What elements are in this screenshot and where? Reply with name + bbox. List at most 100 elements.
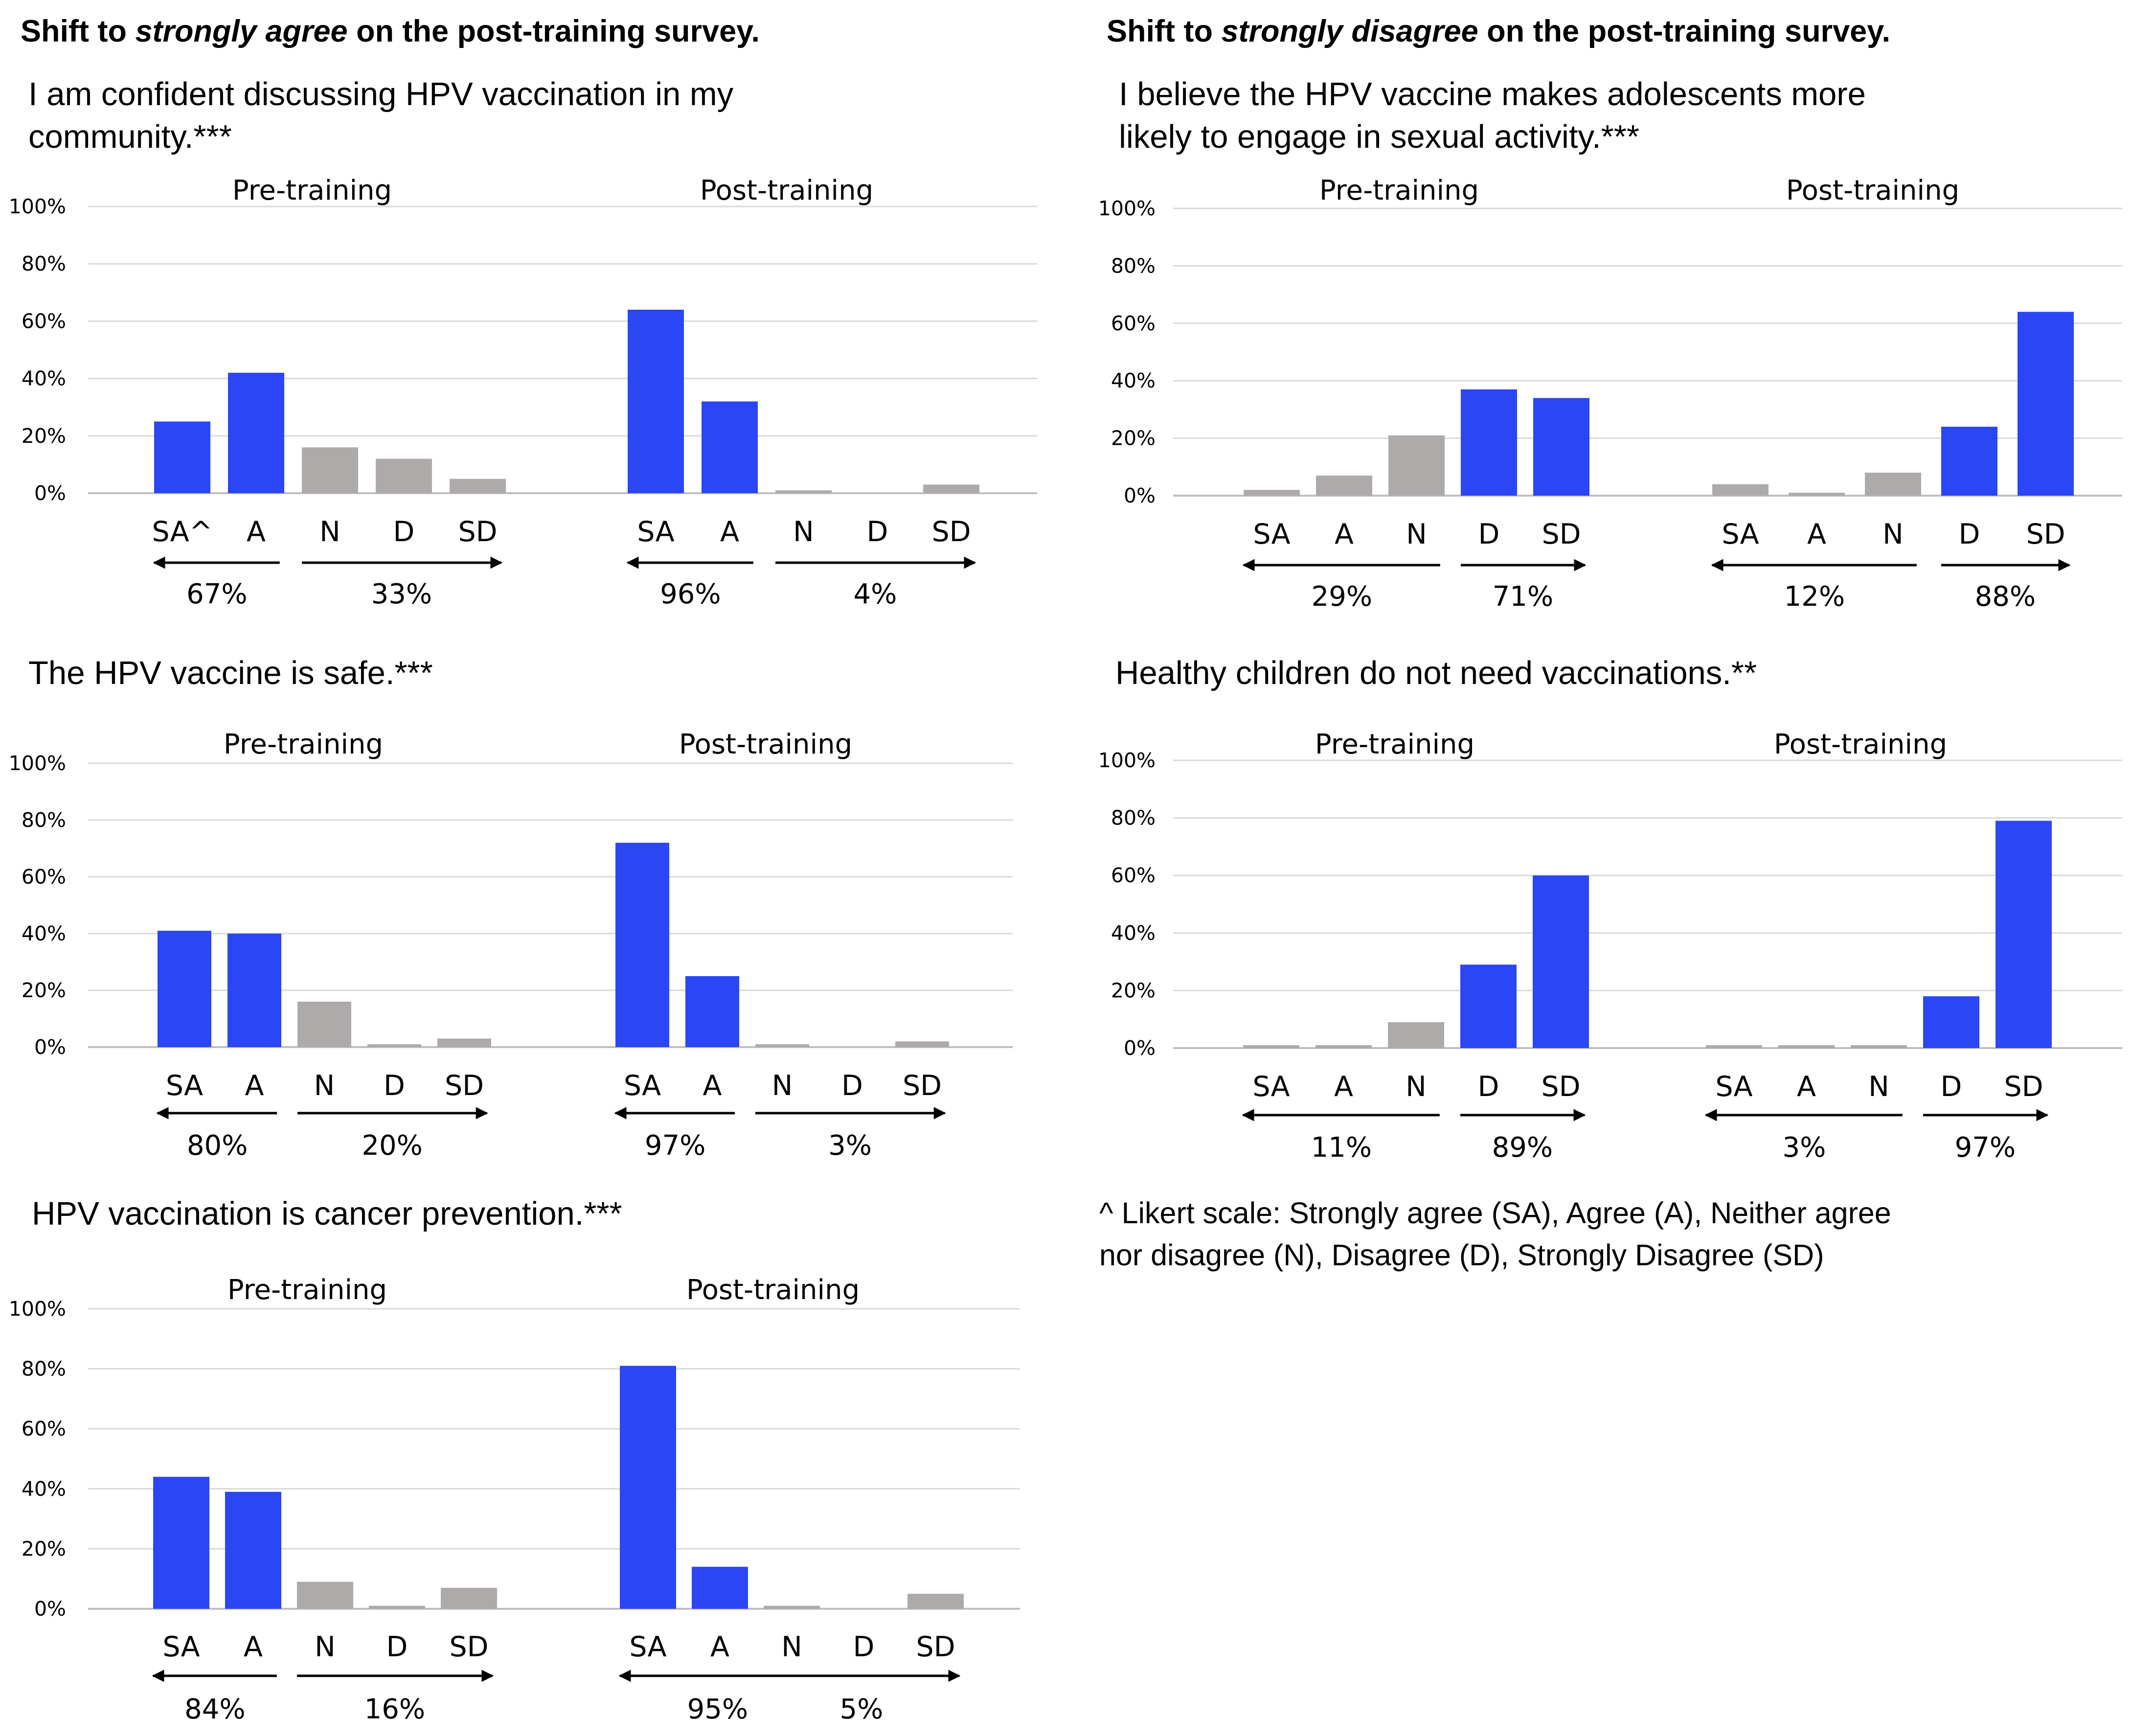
bar-SD <box>1533 398 1589 496</box>
summary-percent: 97% <box>1955 1132 2016 1164</box>
y-tick-label: 60% <box>22 865 66 889</box>
category-label: D <box>384 1070 405 1102</box>
y-tick-label: 40% <box>22 1477 66 1501</box>
y-tick-label: 100% <box>1098 197 1156 220</box>
bar-N <box>764 1605 820 1609</box>
chart-title-line: HPV vaccination is cancer prevention.*** <box>32 1195 622 1232</box>
category-label: N <box>793 516 814 548</box>
category-label: N <box>314 1070 335 1102</box>
bar-A <box>685 976 739 1047</box>
category-label: N <box>319 516 340 548</box>
summary-percent: 11% <box>1311 1132 1372 1164</box>
chart-panel-5: HPV vaccination is cancer prevention.***… <box>9 1195 1020 1725</box>
y-tick-label: 60% <box>22 1417 66 1440</box>
bar-A <box>225 1491 281 1609</box>
summary-percent: 12% <box>1784 581 1845 613</box>
summary-percent: 67% <box>186 578 247 610</box>
summary-percent: 4% <box>853 578 897 610</box>
summary-percent: 71% <box>1493 581 1553 613</box>
bar-N <box>755 1044 809 1047</box>
bar-D <box>1941 427 1997 496</box>
summary-percent: 33% <box>371 578 432 610</box>
category-label: SD <box>1541 1071 1580 1103</box>
bar-D <box>1460 964 1517 1048</box>
category-label: N <box>1406 518 1427 550</box>
y-tick-label: 40% <box>22 922 66 945</box>
chart-panel-3: The HPV vaccine is safe.*** 0% 20% 40% 60% 80… <box>9 655 1013 1162</box>
bar-N <box>1388 435 1445 496</box>
heading-right-prefix: Shift to <box>1107 14 1221 48</box>
category-label: D <box>393 516 415 548</box>
bar-SD <box>907 1594 964 1609</box>
summary-percent: 96% <box>660 578 721 610</box>
bar-SA <box>158 931 211 1047</box>
category-label: A <box>710 1631 729 1663</box>
chart-panel-1: I am confident discussing HPV vaccinatio… <box>9 76 1037 610</box>
bar-A <box>1789 493 1845 496</box>
bar-SD <box>923 484 979 493</box>
category-label: N <box>772 1070 793 1102</box>
y-tick-label: 20% <box>22 979 66 1002</box>
bar-SA <box>615 843 669 1047</box>
heading-left-prefix: Shift to <box>21 14 135 48</box>
category-label: D <box>1478 1071 1499 1103</box>
category-label: N <box>1868 1071 1889 1103</box>
bar-N <box>1388 1022 1444 1048</box>
bar-N <box>775 490 832 493</box>
category-label: N <box>315 1631 336 1663</box>
category-label: SD <box>931 516 971 548</box>
y-tick-label: 0% <box>34 1597 66 1621</box>
group-title: Pre-training <box>232 175 392 206</box>
category-label: D <box>1941 1071 1962 1103</box>
bar-SA <box>153 1477 209 1609</box>
charts-root: I am confident discussing HPV vaccinatio… <box>9 76 2122 1725</box>
category-label: A <box>1334 1071 1353 1103</box>
category-label: D <box>853 1631 875 1663</box>
group-title: Post-training <box>1774 729 1947 760</box>
y-tick-label: 80% <box>1111 806 1156 830</box>
category-label: D <box>386 1631 408 1663</box>
y-tick-label: 100% <box>1098 749 1156 772</box>
summary-percent: 3% <box>828 1130 872 1162</box>
bar-A <box>1778 1045 1835 1048</box>
bar-SD <box>1533 875 1589 1048</box>
category-label: SD <box>449 1631 488 1663</box>
category-label: A <box>244 1631 263 1663</box>
category-label: SD <box>916 1631 955 1663</box>
category-label: SA <box>624 1070 661 1102</box>
group-title: Pre-training <box>224 729 383 760</box>
group-title: Post-training <box>700 175 873 206</box>
chart-title-line: community.*** <box>28 118 232 155</box>
y-tick-label: 0% <box>1124 484 1156 507</box>
category-label: D <box>1959 518 1980 550</box>
summary-percent: 89% <box>1492 1132 1553 1164</box>
y-tick-label: 40% <box>1111 369 1156 392</box>
category-label: SA <box>1722 518 1759 550</box>
bar-SD <box>441 1588 497 1609</box>
y-tick-label: 60% <box>1111 312 1156 335</box>
category-label: D <box>1478 518 1500 550</box>
category-label: SD <box>903 1070 942 1102</box>
bar-N <box>1865 473 1921 496</box>
bar-SA <box>154 421 210 493</box>
category-label: SD <box>2004 1071 2043 1103</box>
category-label: SD <box>458 516 497 548</box>
bar-A <box>692 1567 748 1609</box>
category-label: A <box>247 516 266 548</box>
bar-SD <box>437 1038 491 1047</box>
bar-D <box>376 458 432 493</box>
chart-title-line: The HPV vaccine is safe.*** <box>28 655 433 691</box>
bar-SA <box>1244 490 1300 496</box>
bar-A <box>227 934 281 1047</box>
summary-percent: 84% <box>184 1693 245 1725</box>
y-tick-label: 60% <box>22 309 66 333</box>
bar-D <box>1923 996 1979 1048</box>
category-label: N <box>781 1631 802 1663</box>
summary-percent: 16% <box>364 1693 425 1725</box>
chart-panel-2: I believe the HPV vaccine makes adolesce… <box>1098 76 2122 613</box>
bar-SA <box>1706 1045 1762 1048</box>
summary-percent: 80% <box>187 1130 248 1162</box>
bar-D <box>367 1044 421 1047</box>
category-label: A <box>1335 518 1354 550</box>
